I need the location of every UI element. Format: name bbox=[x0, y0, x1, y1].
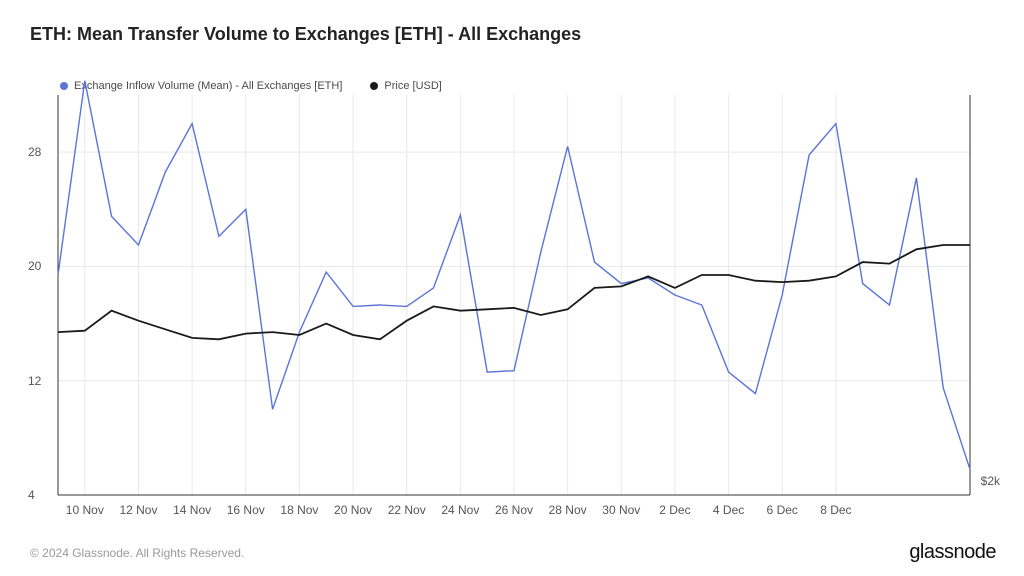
x-axis-tick-label: 14 Nov bbox=[173, 503, 211, 517]
y-axis-right-tick-label: $2k bbox=[981, 474, 1000, 488]
legend: Exchange Inflow Volume (Mean) - All Exch… bbox=[60, 80, 442, 92]
legend-dot-icon bbox=[60, 82, 68, 90]
legend-label: Price [USD] bbox=[384, 80, 441, 92]
x-axis-tick-label: 18 Nov bbox=[280, 503, 318, 517]
x-axis-tick-label: 16 Nov bbox=[227, 503, 265, 517]
line-chart bbox=[58, 95, 970, 495]
x-axis-tick-label: 2 Dec bbox=[659, 503, 690, 517]
x-axis-tick-label: 4 Dec bbox=[713, 503, 744, 517]
legend-label: Exchange Inflow Volume (Mean) - All Exch… bbox=[74, 80, 342, 92]
x-axis-tick-label: 24 Nov bbox=[441, 503, 479, 517]
legend-item-inflow: Exchange Inflow Volume (Mean) - All Exch… bbox=[60, 80, 342, 92]
x-axis-tick-label: 26 Nov bbox=[495, 503, 533, 517]
x-axis-tick-label: 6 Dec bbox=[767, 503, 798, 517]
x-axis-tick-label: 8 Dec bbox=[820, 503, 851, 517]
x-axis-tick-label: 28 Nov bbox=[549, 503, 587, 517]
copyright: © 2024 Glassnode. All Rights Reserved. bbox=[30, 546, 244, 560]
legend-dot-icon bbox=[370, 82, 378, 90]
y-axis-tick-label: 12 bbox=[28, 374, 41, 388]
x-axis-tick-label: 20 Nov bbox=[334, 503, 372, 517]
y-axis-tick-label: 4 bbox=[28, 488, 35, 502]
x-axis-tick-label: 10 Nov bbox=[66, 503, 104, 517]
y-axis-tick-label: 20 bbox=[28, 259, 41, 273]
legend-item-price: Price [USD] bbox=[370, 80, 441, 92]
x-axis-tick-label: 12 Nov bbox=[119, 503, 157, 517]
x-axis-tick-label: 22 Nov bbox=[388, 503, 426, 517]
chart-area: 4122028$2k10 Nov12 Nov14 Nov16 Nov18 Nov… bbox=[58, 95, 970, 495]
x-axis-tick-label: 30 Nov bbox=[602, 503, 640, 517]
y-axis-tick-label: 28 bbox=[28, 145, 41, 159]
chart-title: ETH: Mean Transfer Volume to Exchanges [… bbox=[30, 24, 581, 45]
brand-logo: glassnode bbox=[909, 541, 996, 564]
